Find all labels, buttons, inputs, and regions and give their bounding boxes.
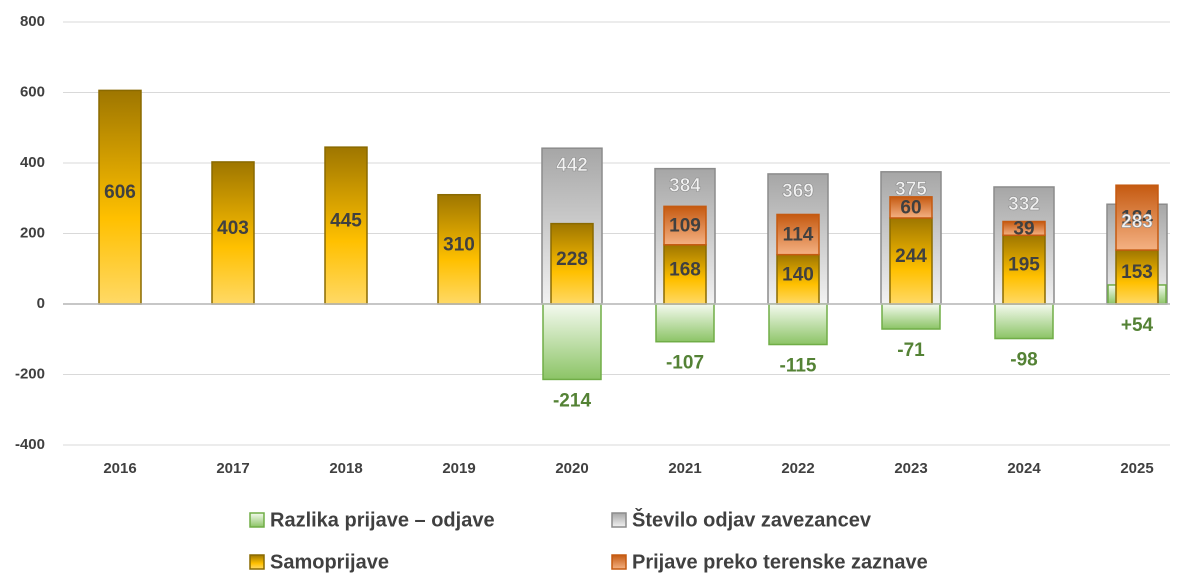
teren-label: 39	[1013, 218, 1034, 239]
x-tick-label: 2017	[216, 460, 249, 477]
samoprijave-bar	[437, 193, 481, 305]
x-tick-label: 2019	[442, 460, 475, 477]
legend-swatch	[611, 554, 627, 570]
legend-label: Število odjav zavezancev	[632, 507, 872, 531]
odjave-label: 369	[782, 181, 814, 202]
odjave-label: 384	[669, 176, 701, 197]
x-tick-label: 2018	[329, 460, 362, 477]
teren-bar	[663, 205, 707, 246]
legend-label: Prijave preko terenske zaznave	[632, 551, 928, 573]
legend-swatch	[611, 512, 627, 528]
samoprijave-label: 140	[782, 264, 814, 285]
samoprijave-label: 168	[669, 259, 701, 280]
teren-label: 114	[783, 225, 814, 246]
razlika-label: -115	[780, 356, 817, 377]
samoprijave-bar	[663, 244, 707, 305]
teren-bar	[1002, 220, 1046, 237]
odjave-label: 283	[1121, 211, 1153, 232]
y-tick-label: 600	[20, 83, 45, 100]
x-tick-label: 2020	[555, 460, 588, 477]
razlika-bar	[655, 303, 715, 343]
legend-swatch	[249, 512, 265, 528]
razlika-label: -71	[897, 340, 925, 361]
samoprijave-bar	[324, 146, 368, 305]
samoprijave-bar	[550, 222, 594, 305]
samoprijave-bar	[1002, 234, 1046, 305]
legend-label: Samoprijave	[270, 551, 389, 573]
odjave-label: 332	[1008, 194, 1040, 215]
teren-label: 109	[669, 216, 701, 237]
samoprijave-bar	[776, 253, 820, 305]
razlika-bar	[994, 303, 1054, 340]
samoprijave-label: 403	[217, 218, 249, 239]
samoprijave-label: 195	[1008, 255, 1040, 276]
x-tick-label: 2016	[103, 460, 136, 477]
teren-bar	[1115, 184, 1159, 251]
razlika-bar	[542, 303, 602, 381]
legend-label: Razlika prijave – odjave	[270, 509, 495, 531]
y-tick-label: 400	[20, 154, 45, 171]
teren-bar	[776, 213, 820, 256]
razlika-bar	[881, 303, 941, 330]
legend-swatch	[249, 554, 265, 570]
y-tick-label: 200	[20, 224, 45, 241]
x-tick-label: 2022	[781, 460, 814, 477]
odjave-label: 375	[895, 179, 927, 200]
razlika-label: -98	[1010, 350, 1037, 371]
x-tick-label: 2024	[1007, 460, 1041, 477]
razlika-label: -214	[553, 390, 591, 411]
y-tick-label: -400	[15, 436, 45, 453]
x-tick-label: 2023	[894, 460, 927, 477]
samoprijave-bar	[98, 89, 142, 305]
razlika-bar	[768, 303, 828, 346]
teren-label: 184	[1121, 208, 1153, 229]
x-tick-label: 2021	[668, 460, 701, 477]
teren-label: 60	[900, 197, 921, 218]
samoprijave-label: 153	[1121, 262, 1153, 283]
y-tick-label: 800	[20, 13, 45, 30]
samoprijave-label: 244	[895, 246, 927, 267]
samoprijave-label: 445	[330, 211, 362, 232]
razlika-label: -107	[666, 353, 704, 374]
odjave-label: 442	[556, 155, 588, 176]
samoprijave-label: 228	[556, 249, 588, 270]
y-tick-label: 0	[37, 295, 45, 312]
razlika-label: +54	[1121, 315, 1154, 336]
y-tick-label: -200	[15, 365, 45, 382]
x-tick-label: 2025	[1120, 460, 1153, 477]
samoprijave-label: 606	[104, 182, 136, 203]
samoprijave-label: 310	[443, 234, 475, 255]
teren-bar	[889, 196, 933, 219]
